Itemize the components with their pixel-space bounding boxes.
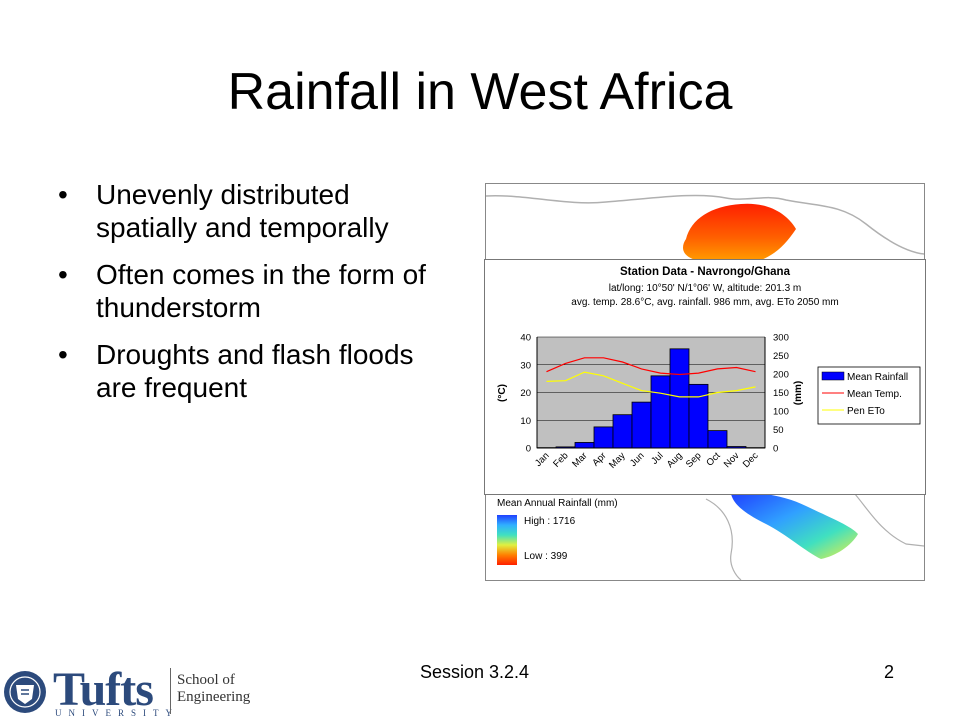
rainfall-bar xyxy=(669,348,690,449)
bullet-dot-icon: • xyxy=(58,179,68,210)
y-right-tick-label: 0 xyxy=(773,444,778,455)
slide-number: 2 xyxy=(884,662,895,682)
x-tick-label: Sep xyxy=(684,450,704,470)
y-right-tick-label: 250 xyxy=(773,351,789,362)
footer-session: Session 3.2.4 xyxy=(420,662,530,682)
map-graphic xyxy=(486,194,924,580)
map-legend-colorbar xyxy=(497,515,517,565)
rainfall-bar xyxy=(593,426,614,449)
y-right-tick-label: 200 xyxy=(773,370,789,381)
chart-subtitle: lat/long: 10°50' N/1°06' W, altitude: 20… xyxy=(609,283,802,294)
y-left-tick-label: 40 xyxy=(520,333,531,344)
x-tick-label: Apr xyxy=(590,450,608,468)
y-left-tick-label: 0 xyxy=(526,444,531,455)
bullet-dot-icon: • xyxy=(58,259,68,290)
tufts-wordmark: Tufts xyxy=(53,663,154,716)
bullet-text: Droughts and flash floods are frequent xyxy=(96,339,414,403)
x-tick-label: Jan xyxy=(533,450,552,469)
legend-label-temp: Mean Temp. xyxy=(847,389,902,400)
x-tick-label: Dec xyxy=(741,450,761,470)
rainfall-bar xyxy=(650,375,671,449)
y-right-tick-label: 150 xyxy=(773,388,789,399)
x-tick-label: Jun xyxy=(628,450,647,469)
rainfall-bar xyxy=(688,383,709,449)
bullet-text: Unevenly distributed spatially and tempo… xyxy=(96,179,389,243)
chart-subtitle-2: avg. temp. 28.6°C, avg. rainfall. 986 mm… xyxy=(571,297,838,308)
y-left-tick-label: 30 xyxy=(520,360,531,371)
logo-divider xyxy=(170,668,171,714)
x-tick-label: Mar xyxy=(570,450,589,469)
y-left-label: (°C) xyxy=(497,384,508,402)
map-legend-low: Low : 399 xyxy=(524,551,568,562)
rainfall-bar xyxy=(631,401,652,449)
bullet-item: • Droughts and flash floods are frequent xyxy=(58,338,458,404)
y-left-tick-label: 20 xyxy=(520,388,531,399)
pen-eto-line xyxy=(546,371,756,398)
bullet-item: • Often comes in the form of thunderstorm xyxy=(58,258,458,324)
school-of-engineering-label: School of Engineering xyxy=(177,672,251,705)
bullet-item: • Unevenly distributed spatially and temp… xyxy=(58,178,458,244)
legend-label-rainfall: Mean Rainfall xyxy=(847,372,908,383)
tufts-seal-icon xyxy=(4,671,46,713)
y-right-tick-label: 100 xyxy=(773,407,789,418)
x-tick-label: May xyxy=(607,450,628,471)
legend-swatch-rainfall xyxy=(821,371,845,381)
legend-label-eto: Pen ETo xyxy=(847,406,885,417)
slide-title: Rainfall in West Africa xyxy=(227,63,733,121)
bullet-text: Often comes in the form of thunderstorm xyxy=(96,259,426,323)
y-right-label: (mm) xyxy=(793,381,804,405)
mean-temp-line xyxy=(546,357,756,376)
chart-title: Station Data - Navrongo/Ghana xyxy=(620,266,791,278)
y-left-tick-label: 10 xyxy=(520,416,531,427)
map-legend-title: Mean Annual Rainfall (mm) xyxy=(497,498,618,509)
station-chart-panel: Station Data - Navrongo/Ghana lat/long: … xyxy=(484,259,926,495)
x-tick-label: Aug xyxy=(665,450,685,470)
map-legend-high: High : 1716 xyxy=(524,516,576,527)
rainfall-bar xyxy=(574,442,595,449)
bullet-dot-icon: • xyxy=(58,339,68,370)
y-right-tick-label: 50 xyxy=(773,425,784,436)
station-chart: Station Data - Navrongo/Ghana lat/long: … xyxy=(497,266,921,471)
tufts-university-label: UNIVERSITY xyxy=(55,708,179,718)
x-tick-label: Feb xyxy=(551,450,570,469)
rainfall-bar xyxy=(707,430,728,449)
bullet-list: • Unevenly distributed spatially and temp… xyxy=(58,178,458,418)
x-tick-label: Nov xyxy=(722,450,742,470)
x-tick-label: Jul xyxy=(649,450,665,466)
y-right-tick-label: 300 xyxy=(773,333,789,344)
rainfall-bar xyxy=(612,414,633,449)
chart-legend: Mean Rainfall Mean Temp. Pen ETo xyxy=(817,366,921,425)
x-tick-label: Oct xyxy=(704,450,722,468)
